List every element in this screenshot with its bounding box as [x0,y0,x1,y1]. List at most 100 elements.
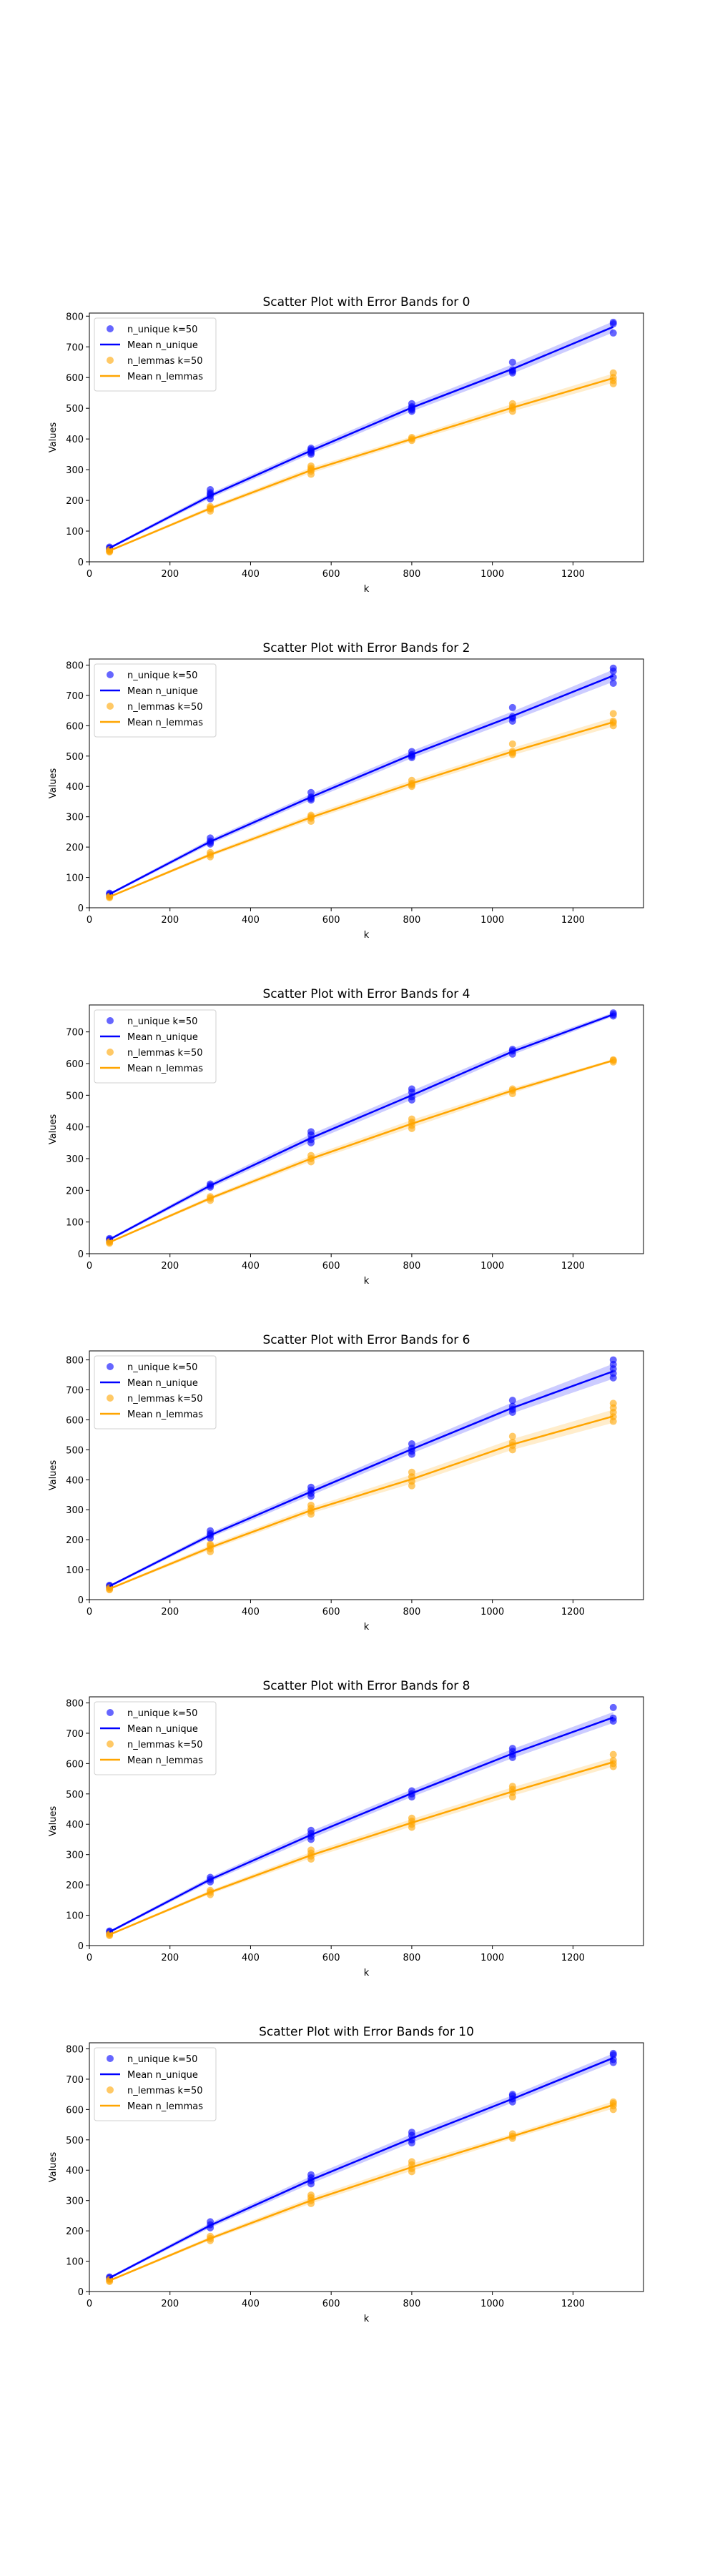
y-tick-label: 0 [78,2287,84,2298]
mean-line [109,1761,614,1936]
y-tick-label: 700 [66,342,84,353]
legend-marker [107,1049,114,1056]
y-tick-label: 300 [66,2196,84,2207]
x-tick-label: 0 [87,1261,92,1272]
y-tick-label: 200 [66,1881,84,1891]
y-tick-label: 500 [66,2136,84,2146]
chart-title: Scatter Plot with Error Bands for 4 [263,987,470,1001]
legend-marker [107,1363,114,1370]
x-axis-label: k [364,1276,370,1287]
legend-marker [107,1740,114,1748]
data-point [307,1846,315,1854]
legend-box [94,2047,217,2121]
data-point [508,740,516,748]
legend-label: n_lemmas k=50 [127,356,203,367]
y-tick-label: 500 [66,1790,84,1800]
y-axis-label: Values [48,2152,59,2183]
legend-label: n_unique k=50 [127,2054,197,2065]
x-axis-label: k [364,1968,370,1978]
legend-label: Mean n_lemmas [127,1064,203,1074]
mean-line [109,2057,614,2279]
data-point [609,1703,617,1711]
data-point [408,1440,415,1447]
x-tick-label: 1200 [561,1607,585,1618]
data-point [307,2171,315,2179]
legend-label: Mean n_lemmas [127,1755,203,1766]
y-tick-label: 600 [66,1059,84,1070]
y-tick-label: 400 [66,2166,84,2176]
y-tick-label: 0 [78,1595,84,1606]
legend-label: n_lemmas k=50 [127,702,203,713]
x-tick-label: 800 [403,1607,420,1618]
data-point [508,1432,516,1440]
x-tick-label: 600 [322,1607,340,1618]
x-tick-label: 200 [161,569,179,580]
x-tick-label: 1000 [480,1953,504,1963]
legend-label: n_unique k=50 [127,1708,197,1719]
error-band [109,717,613,898]
legend-marker [107,703,114,710]
legend-marker [107,325,114,332]
mean-line [109,1014,614,1241]
y-tick-label: 800 [66,1698,84,1709]
plot-frame [89,312,644,563]
x-tick-label: 200 [161,1953,179,1963]
x-tick-label: 1000 [480,569,504,580]
x-tick-label: 1200 [561,915,585,926]
y-tick-label: 600 [66,1759,84,1770]
y-tick-label: 400 [66,1475,84,1486]
x-tick-label: 1200 [561,2299,585,2309]
legend-marker [107,2055,114,2062]
x-tick-label: 1000 [480,2299,504,2309]
chart-panel-5: Scatter Plot with Error Bands for 10 0 200… [48,2025,644,2324]
x-tick-label: 1200 [561,569,585,580]
data-point [408,1085,415,1093]
chart-title: Scatter Plot with Error Bands for 10 [259,2025,474,2039]
legend-box [94,317,217,392]
y-axis-label: Values [48,1806,59,1837]
x-tick-label: 600 [322,2299,340,2309]
x-tick-label: 200 [161,2299,179,2309]
legend-label: n_unique k=50 [127,1362,197,1373]
legend-label: Mean n_lemmas [127,718,203,728]
y-axis-label: Values [48,1114,59,1145]
legend-label: n_lemmas k=50 [127,1394,203,1405]
legend-label: n_unique k=50 [127,670,197,681]
error-band [109,1364,613,1587]
y-tick-label: 400 [66,782,84,793]
x-tick-label: 0 [87,2299,92,2309]
legend-label: Mean n_lemmas [127,2101,203,2112]
error-band [109,373,613,552]
x-tick-label: 1200 [561,1261,585,1272]
data-point [508,1397,516,1405]
data-point [508,1783,516,1790]
legend-label: Mean n_unique [127,340,198,351]
y-tick-label: 700 [66,2075,84,2086]
data-point [307,2191,315,2199]
data-point [307,462,315,470]
y-tick-label: 100 [66,2257,84,2268]
y-tick-label: 200 [66,496,84,507]
chart-title: Scatter Plot with Error Bands for 6 [263,1333,470,1347]
chart-panel-1: Scatter Plot with Error Bands for 2 0 200 4… [48,641,644,941]
mean-line [109,326,614,549]
legend-label: Mean n_unique [127,1378,198,1389]
mean-line [109,1716,614,1933]
y-tick-label: 500 [66,1091,84,1101]
y-tick-label: 100 [66,1218,84,1229]
x-tick-label: 800 [403,2299,420,2309]
y-tick-label: 0 [78,1249,84,1260]
x-tick-label: 800 [403,569,420,580]
y-tick-label: 0 [78,903,84,914]
y-axis-label: Values [48,768,59,799]
y-tick-label: 700 [66,1028,84,1039]
chart-panel-0: Scatter Plot with Error Bands for 0 0 200 4… [48,295,644,595]
y-tick-label: 500 [66,404,84,415]
chart-title: Scatter Plot with Error Bands for 0 [263,295,470,309]
data-point [609,329,617,337]
error-band [109,1012,613,1241]
data-point [408,1115,415,1123]
error-band [109,2053,613,2279]
x-tick-label: 600 [322,1953,340,1963]
